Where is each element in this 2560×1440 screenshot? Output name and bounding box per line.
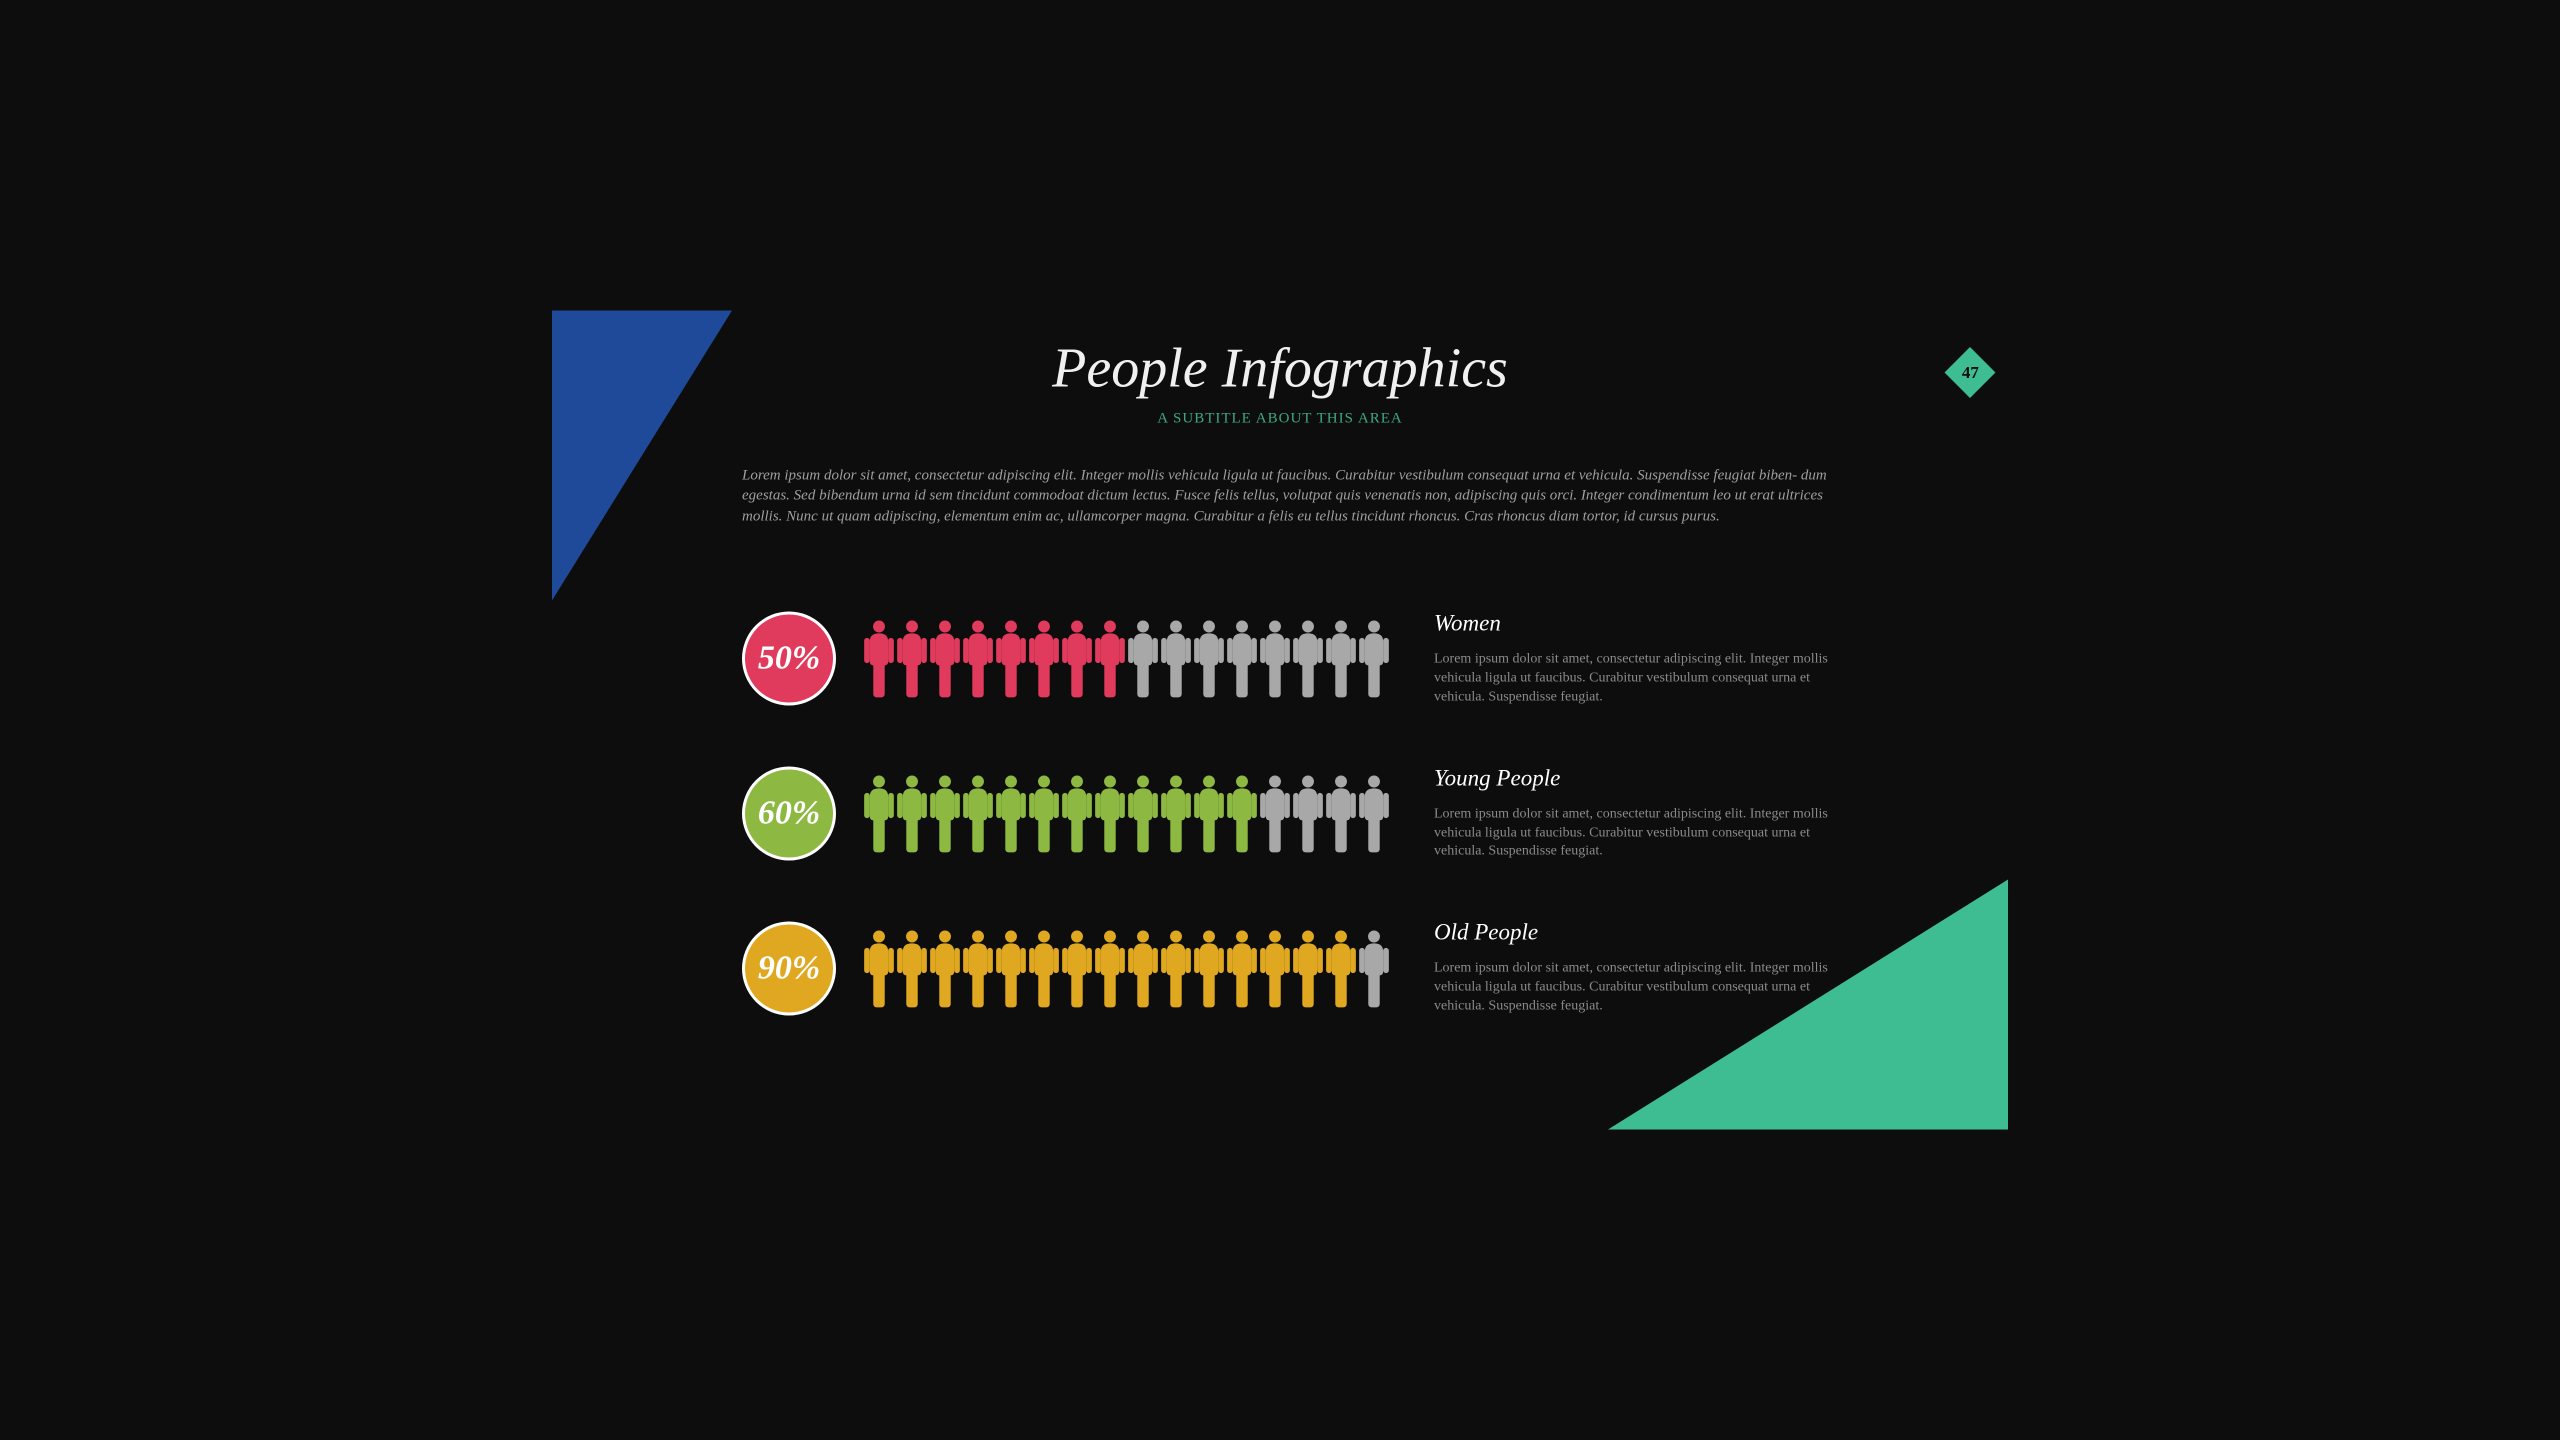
- person-icon: [1224, 619, 1260, 699]
- person-icon: [1026, 619, 1062, 699]
- person-icon: [1191, 928, 1227, 1008]
- person-icon: [1191, 774, 1227, 854]
- person-icon: [894, 774, 930, 854]
- person-icon: [894, 619, 930, 699]
- people-icons: [861, 619, 1389, 699]
- percent-badge: 60%: [742, 767, 836, 861]
- person-icon: [894, 928, 930, 1008]
- person-icon: [1323, 619, 1359, 699]
- percent-badge: 90%: [742, 921, 836, 1015]
- intro-paragraph: Lorem ipsum dolor sit amet, consectetur …: [742, 466, 1827, 527]
- person-icon: [1257, 619, 1293, 699]
- person-icon: [1092, 619, 1128, 699]
- person-icon: [1158, 619, 1194, 699]
- person-icon: [1125, 774, 1161, 854]
- person-icon: [1125, 619, 1161, 699]
- person-icon: [1290, 928, 1326, 1008]
- row-text: Lorem ipsum dolor sit amet, consectetur …: [1434, 805, 1832, 862]
- people-icons: [861, 774, 1389, 854]
- person-icon: [960, 774, 996, 854]
- person-icon: [927, 774, 963, 854]
- person-icon: [1323, 774, 1359, 854]
- person-icon: [861, 619, 897, 699]
- person-icon: [1224, 774, 1260, 854]
- person-icon: [1323, 928, 1359, 1008]
- people-icons: [861, 928, 1389, 1008]
- person-icon: [1092, 774, 1128, 854]
- slide: 47 People Infographics A SUBTITLE ABOUT …: [552, 311, 2008, 1130]
- person-icon: [993, 619, 1029, 699]
- person-icon: [1125, 928, 1161, 1008]
- person-icon: [1290, 619, 1326, 699]
- person-icon: [960, 619, 996, 699]
- person-icon: [993, 928, 1029, 1008]
- percent-value: 50%: [758, 640, 820, 678]
- row-description: Women Lorem ipsum dolor sit amet, consec…: [1434, 611, 1832, 708]
- infographic-row-women: 50% Women Lorem ipsum dolor sit amet, co…: [742, 611, 1832, 708]
- person-icon: [1026, 928, 1062, 1008]
- person-icon: [861, 928, 897, 1008]
- row-heading: Old People: [1434, 920, 1832, 946]
- infographic-rows: 50% Women Lorem ipsum dolor sit amet, co…: [742, 611, 1832, 1075]
- person-icon: [1059, 928, 1095, 1008]
- person-icon: [1191, 619, 1227, 699]
- person-icon: [960, 928, 996, 1008]
- person-icon: [1158, 928, 1194, 1008]
- page-title: People Infographics: [552, 337, 2008, 401]
- person-icon: [927, 928, 963, 1008]
- person-icon: [1356, 928, 1392, 1008]
- person-icon: [1026, 774, 1062, 854]
- row-description: Young People Lorem ipsum dolor sit amet,…: [1434, 765, 1832, 862]
- page-subtitle: A SUBTITLE ABOUT THIS AREA: [552, 411, 2008, 428]
- person-icon: [1356, 774, 1392, 854]
- person-icon: [1224, 928, 1260, 1008]
- person-icon: [1257, 774, 1293, 854]
- row-text: Lorem ipsum dolor sit amet, consectetur …: [1434, 960, 1832, 1017]
- row-heading: Young People: [1434, 765, 1832, 791]
- person-icon: [993, 774, 1029, 854]
- person-icon: [1257, 928, 1293, 1008]
- percent-value: 60%: [758, 795, 820, 833]
- person-icon: [861, 774, 897, 854]
- person-icon: [1158, 774, 1194, 854]
- person-icon: [1059, 774, 1095, 854]
- person-icon: [927, 619, 963, 699]
- infographic-row-old-people: 90% Old People Lorem ipsum dolor sit ame…: [742, 920, 1832, 1017]
- infographic-row-young-people: 60% Young People Lorem ipsum dolor sit a…: [742, 765, 1832, 862]
- person-icon: [1290, 774, 1326, 854]
- row-heading: Women: [1434, 611, 1832, 637]
- row-description: Old People Lorem ipsum dolor sit amet, c…: [1434, 920, 1832, 1017]
- row-text: Lorem ipsum dolor sit amet, consectetur …: [1434, 651, 1832, 708]
- percent-badge: 50%: [742, 612, 836, 706]
- person-icon: [1356, 619, 1392, 699]
- person-icon: [1092, 928, 1128, 1008]
- percent-value: 90%: [758, 949, 820, 987]
- person-icon: [1059, 619, 1095, 699]
